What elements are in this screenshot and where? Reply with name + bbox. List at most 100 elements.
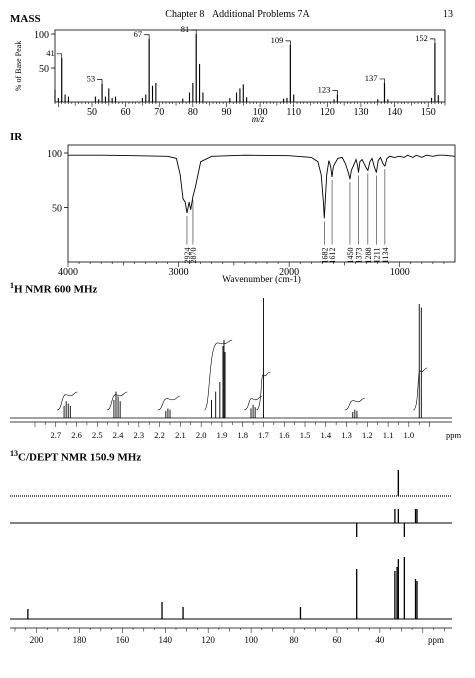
mass-xtick-label: 100 <box>253 107 268 118</box>
hnmr-xtick-label: 2.5 <box>92 430 103 440</box>
cnmr-sup: 13 <box>10 449 18 458</box>
ir-peak-label: 2924 <box>183 248 192 264</box>
mass-peak-label: 67 <box>134 29 143 39</box>
page-header: Chapter 8 Additional Problems 7A <box>0 9 475 20</box>
mass-ylabel: % of Base Peak <box>14 41 23 91</box>
hnmr-integral <box>56 391 78 411</box>
mass-xtick-label: 70 <box>154 107 164 118</box>
mass-xlabel: m/z <box>252 114 265 124</box>
mass-peak-bracket <box>97 79 103 84</box>
mass-xtick-label: 140 <box>387 107 402 118</box>
c13-xtick-label: 120 <box>201 635 215 645</box>
ir-title: IR <box>10 131 23 143</box>
hnmr-title-text: H NMR 600 MHz <box>14 283 98 296</box>
mass-xtick-label: 50 <box>87 107 97 118</box>
hnmr-xtick-label: 2.6 <box>71 430 82 440</box>
ir-peak-label: 1288 <box>364 248 373 264</box>
ir-xtick-label: 1000 <box>390 267 410 278</box>
ir-peak-label: 1612 <box>328 248 337 264</box>
c13-xtick-label: 160 <box>116 635 130 645</box>
hnmr-integral <box>256 371 271 411</box>
ir-peak-label: 1450 <box>346 248 355 264</box>
mass-xtick-label: 80 <box>188 107 198 118</box>
ir-peak-label: 2870 <box>189 248 198 264</box>
hnmr-xtick-label: 1.6 <box>279 430 290 440</box>
hnmr-integral <box>344 397 366 411</box>
hnmr-xtick-label: 1.4 <box>320 430 331 440</box>
hnmr-xtick-label: 1.2 <box>362 430 373 440</box>
mass-xtick-label: 110 <box>286 107 301 118</box>
mass-peak-bracket <box>332 90 338 95</box>
c13-xtick-label: 100 <box>244 635 258 645</box>
mass-peak-label: 81 <box>181 24 190 34</box>
c13-xlabel: ppm <box>428 635 444 645</box>
c13-xtick-label: 40 <box>375 635 385 645</box>
hnmr-xtick-label: 1.0 <box>404 430 415 440</box>
ir-peak-label: 1682 <box>320 248 329 264</box>
mass-xtick-label: 150 <box>421 107 436 118</box>
hnmr-xtick-label: 1.1 <box>383 430 394 440</box>
c13-xtick-label: 200 <box>30 635 44 645</box>
mass-title: MASS <box>10 13 41 25</box>
mass-peak-label: 137 <box>365 73 378 83</box>
cnmr-title-text: C/DEPT NMR 150.9 MHz <box>18 451 142 464</box>
mass-peak-label: 41 <box>46 48 55 58</box>
hnmr-integral <box>157 395 181 411</box>
ir-ytick-label: 100 <box>47 149 62 160</box>
c13-xtick-label: 80 <box>290 635 300 645</box>
mass-peak-bracket <box>191 29 197 34</box>
hnmr-xtick-label: 2.4 <box>113 430 124 440</box>
ir-xtick-label: 3000 <box>169 267 189 278</box>
mass-frame <box>54 29 446 103</box>
hnmr-sup: 1 <box>10 281 14 290</box>
ir-xlabel: Wavenumber (cm-1) <box>222 274 301 285</box>
page-number: 13 <box>443 9 453 20</box>
hnmr-integral <box>243 395 263 411</box>
mass-xtick-label: 130 <box>353 107 368 118</box>
hnmr-xtick-label: 1.9 <box>217 430 228 440</box>
ir-frame <box>67 144 456 263</box>
ir-peak-label: 1134 <box>381 248 390 264</box>
ir-peak-label: 1211 <box>372 248 381 264</box>
hnmr-xtick-label: 2.7 <box>50 430 61 440</box>
mass-xtick-label: 90 <box>221 107 231 118</box>
hnmr-integral <box>412 367 428 411</box>
hnmr-title: 1H NMR 600 MHz <box>10 281 97 296</box>
ir-xtick-label: 2000 <box>279 267 299 278</box>
hnmr-integral <box>106 391 128 411</box>
mass-peak-label: 123 <box>318 85 331 95</box>
mass-peak-bracket <box>144 34 150 39</box>
chapter-label: Chapter 8 <box>165 9 205 20</box>
hnmr-xtick-label: 2.2 <box>154 430 165 440</box>
ir-trace <box>68 154 456 219</box>
hnmr-xtick-label: 2.0 <box>196 430 207 440</box>
hnmr-xtick-label: 2.1 <box>175 430 186 440</box>
mass-peak-bracket <box>56 53 63 58</box>
c13-xtick-label: 140 <box>158 635 172 645</box>
ir-peak-label: 1373 <box>354 248 363 264</box>
hnmr-xtick-label: 1.3 <box>341 430 352 440</box>
hnmr-xtick-label: 2.3 <box>134 430 145 440</box>
mass-ytick-label: 50 <box>39 64 49 75</box>
mass-peak-bracket <box>379 78 385 83</box>
hnmr-xtick-label: 1.7 <box>258 430 269 440</box>
ir-xtick-label: 4000 <box>58 267 78 278</box>
hnmr-xtick-label: 1.5 <box>300 430 311 440</box>
mass-ytick-label: 100 <box>34 30 49 41</box>
mass-peak-bracket <box>285 40 291 45</box>
ir-ytick-label: 50 <box>52 204 62 215</box>
mass-peak-label: 109 <box>271 35 284 45</box>
mass-peak-bracket <box>429 38 436 43</box>
problem-title: Additional Problems 7A <box>211 9 310 20</box>
mass-peak-label: 152 <box>415 33 428 43</box>
c13-xtick-label: 60 <box>332 635 342 645</box>
mass-peak-label: 53 <box>87 74 96 84</box>
c13-xtick-label: 180 <box>73 635 87 645</box>
cnmr-title: 13C/DEPT NMR 150.9 MHz <box>10 449 141 464</box>
mass-xtick-label: 120 <box>320 107 335 118</box>
mass-xtick-label: 60 <box>121 107 131 118</box>
hnmr-xlabel: ppm <box>446 430 462 440</box>
hnmr-xtick-label: 1.8 <box>237 430 248 440</box>
hnmr-integral <box>204 339 233 411</box>
